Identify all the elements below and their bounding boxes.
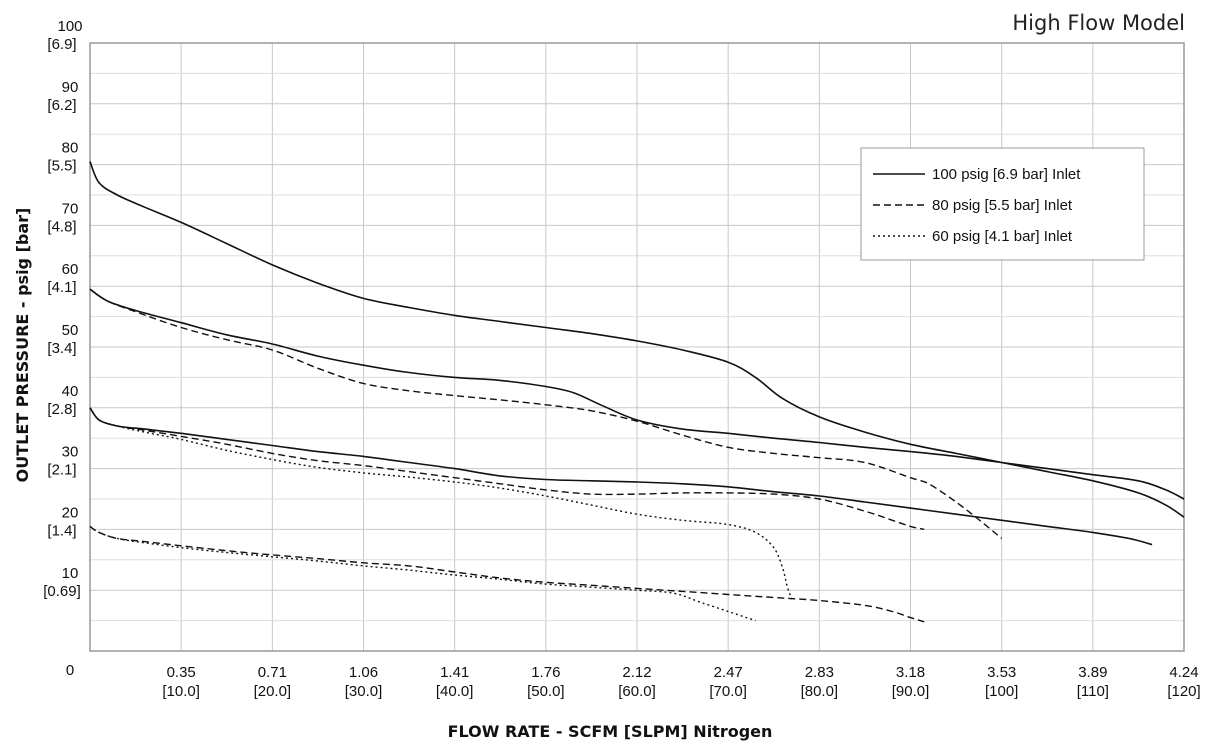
- x-tick-label: 1.76: [531, 664, 560, 681]
- legend-label: 60 psig [4.1 bar] Inlet: [932, 228, 1073, 245]
- series-line: [89, 407, 925, 531]
- x-tick-sublabel: [30.0]: [345, 683, 383, 700]
- x-tick-sublabel: [40.0]: [436, 683, 474, 700]
- y-tick-sublabel: [6.2]: [47, 97, 76, 114]
- x-tick-label: 0.35: [167, 664, 196, 681]
- y-tick-sublabel: [5.5]: [47, 158, 76, 175]
- y-tick-sublabel: [2.8]: [47, 401, 76, 418]
- series-line: [89, 288, 1185, 500]
- x-tick-sublabel: [120]: [1167, 683, 1200, 700]
- y-axis-ticks: 010[0.69]20[1.4]30[2.1]40[2.8]50[3.4]60[…: [43, 18, 82, 679]
- x-tick-sublabel: [100]: [985, 683, 1018, 700]
- x-tick-sublabel: [90.0]: [892, 683, 930, 700]
- y-tick-label: 80: [62, 140, 79, 157]
- series-solid: [89, 161, 1185, 546]
- x-tick-sublabel: [70.0]: [709, 683, 747, 700]
- series-dotted: [89, 407, 793, 622]
- series-lines: [89, 161, 1185, 623]
- x-tick-sublabel: [50.0]: [527, 683, 565, 700]
- x-tick-sublabel: [60.0]: [618, 683, 656, 700]
- y-tick-sublabel: [6.9]: [47, 36, 76, 53]
- legend: 100 psig [6.9 bar] Inlet 80 psig [5.5 bar…: [860, 147, 1145, 261]
- x-tick-label: 2.47: [714, 664, 743, 681]
- y-tick-sublabel: [4.1]: [47, 279, 76, 296]
- x-tick-label: 3.18: [896, 664, 925, 681]
- x-axis-title: FLOW RATE - SCFM [SLPM] Nitrogen: [448, 722, 773, 741]
- series-line: [89, 525, 756, 622]
- y-tick-label: 100: [57, 18, 82, 35]
- y-tick-label: 20: [62, 504, 79, 521]
- y-tick-sublabel: [0.69]: [43, 583, 81, 600]
- y-tick-label: 0: [66, 662, 74, 679]
- x-axis-ticks: 0.35 [10.0] 0.71 [20.0] 1.06 [30.0] 1.41 [40.0]…: [162, 664, 1200, 700]
- legend-box: [860, 147, 1145, 261]
- y-tick-label: 50: [62, 322, 79, 339]
- y-tick-label: 60: [62, 261, 79, 278]
- y-tick-label: 30: [62, 444, 79, 461]
- x-tick-sublabel: [110]: [1077, 683, 1109, 700]
- plot-area: [89, 42, 1185, 652]
- y-tick-sublabel: [4.8]: [47, 218, 76, 235]
- y-tick-label: 10: [62, 565, 79, 582]
- series-line: [89, 161, 1185, 518]
- y-tick-label: 70: [62, 200, 79, 217]
- x-tick-sublabel: [80.0]: [801, 683, 839, 700]
- x-tick-sublabel: [10.0]: [162, 683, 200, 700]
- x-tick-label: 1.06: [349, 664, 378, 681]
- grid-lines: [90, 43, 1184, 651]
- x-tick-sublabel: [20.0]: [254, 683, 292, 700]
- series-line: [89, 288, 1003, 540]
- y-tick-label: 90: [62, 79, 79, 96]
- series-dashed: [89, 288, 1003, 623]
- x-tick-label: 2.12: [622, 664, 651, 681]
- x-tick-label: 2.83: [805, 664, 834, 681]
- y-tick-sublabel: [2.1]: [47, 462, 76, 479]
- x-tick-label: 1.41: [440, 664, 469, 681]
- y-tick-sublabel: [1.4]: [47, 522, 76, 539]
- x-tick-label: 3.53: [987, 664, 1016, 681]
- series-line: [89, 407, 1153, 546]
- series-line: [89, 525, 925, 623]
- legend-label: 100 psig [6.9 bar] Inlet: [932, 166, 1081, 183]
- y-tick-label: 40: [62, 383, 79, 400]
- y-tick-sublabel: [3.4]: [47, 340, 76, 357]
- x-tick-label: 3.89: [1078, 664, 1107, 681]
- chart-title: High Flow Model: [1012, 11, 1185, 35]
- legend-label: 80 psig [5.5 bar] Inlet: [932, 197, 1073, 214]
- y-axis-title: OUTLET PRESSURE - psig [bar]: [13, 208, 32, 483]
- series-line: [89, 407, 793, 600]
- x-tick-label: 0.71: [258, 664, 287, 681]
- x-tick-label: 4.24: [1169, 664, 1198, 681]
